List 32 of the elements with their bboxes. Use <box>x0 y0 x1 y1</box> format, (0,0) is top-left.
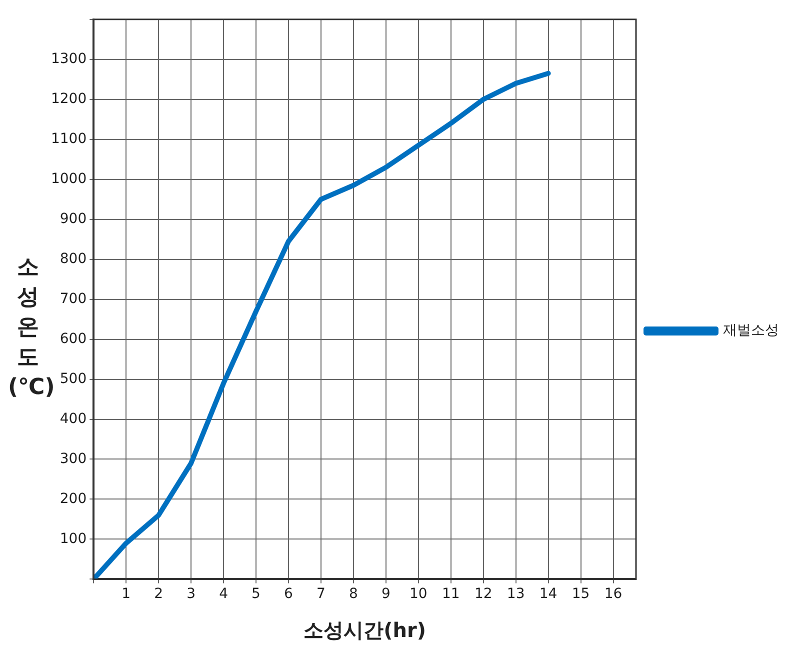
x-tick-label: 2 <box>154 586 164 602</box>
x-tick-label: 9 <box>381 586 390 602</box>
y-tick-label: 700 <box>60 290 87 307</box>
x-tick-label: 7 <box>316 586 326 602</box>
x-tick-label: 8 <box>348 586 358 602</box>
y-tick-label: 800 <box>60 250 87 267</box>
x-tick-label: 3 <box>186 586 196 602</box>
y-tick-label: 200 <box>60 490 87 507</box>
x-tick-label: 10 <box>409 586 428 602</box>
y-tick-label: 1300 <box>50 51 87 68</box>
x-tick-label: 12 <box>474 586 492 602</box>
y-tick-label: 400 <box>60 410 87 427</box>
y-tick-label: 1200 <box>50 91 87 108</box>
y-tick-label: 900 <box>60 210 87 227</box>
y-tick-label: 1000 <box>50 170 87 187</box>
x-tick-label: 15 <box>572 586 590 602</box>
x-tick-label: 16 <box>604 586 622 602</box>
x-tick-label: 1 <box>122 586 131 602</box>
x-tick-label: 11 <box>442 586 460 602</box>
y-tick-label: 100 <box>60 530 87 547</box>
y-tick-label: 1100 <box>50 131 87 147</box>
y-tick-label: 500 <box>60 370 87 387</box>
x-tick-label: 14 <box>539 586 558 602</box>
x-tick-label: 13 <box>506 586 525 602</box>
y-tick-label: 600 <box>60 330 87 347</box>
legend-label: 재벌소성 <box>723 322 779 339</box>
x-axis-title: 소성시간(hr) <box>304 618 426 642</box>
x-tick-label: 4 <box>219 586 228 602</box>
y-axis-title: 소성온도 (℃) <box>8 254 55 402</box>
y-tick-label: 300 <box>60 450 87 467</box>
x-tick-label: 5 <box>252 586 260 602</box>
x-tick-label: 6 <box>284 586 294 602</box>
